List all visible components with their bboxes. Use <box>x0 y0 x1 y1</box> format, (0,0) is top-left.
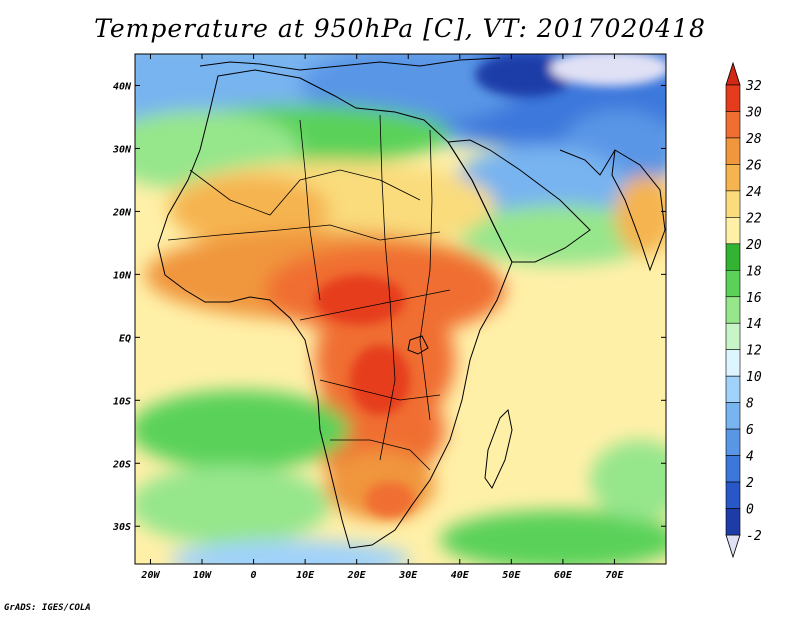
colorbar-box-16 <box>725 508 741 536</box>
field-south-central-hot <box>305 380 445 480</box>
colorbar-under-triangle <box>725 534 741 559</box>
colorbar-label-11: 20 <box>746 238 762 253</box>
colorbar-box-10 <box>725 349 741 377</box>
colorbar-box-3 <box>725 164 741 192</box>
field-south-hot-core <box>365 482 415 518</box>
lon-label-7: 50E <box>502 570 521 581</box>
lon-label-2: 0 <box>251 570 257 581</box>
lat-label-0: 40N <box>113 81 132 92</box>
field-india-warm <box>615 175 666 255</box>
lon-label-1: 10W <box>193 570 212 581</box>
lon-label-8: 60E <box>554 570 573 581</box>
colorbar-box-12 <box>725 402 741 430</box>
colorbar-box-0 <box>725 84 741 112</box>
africa-coastline <box>157 69 513 549</box>
field-southern-ocean-blue <box>170 540 410 564</box>
credit-text: GrADS: IGES/COLA <box>4 603 91 613</box>
colorbar-label-1: 0 <box>746 503 754 518</box>
colorbar-box-14 <box>725 455 741 483</box>
field-indian-east-green <box>590 440 666 520</box>
colorbar-box-4 <box>725 190 741 218</box>
border-equatorial <box>299 289 451 321</box>
lon-label-0: 20W <box>140 570 160 581</box>
field-core-cold <box>475 54 575 97</box>
colorbar-label-4: 6 <box>746 423 754 438</box>
colorbar-box-11 <box>725 375 741 403</box>
lat-label-3: 10N <box>113 270 132 281</box>
colorbar-box-7 <box>725 269 741 298</box>
border-sahara-west <box>189 169 421 216</box>
lat-label-4: EQ <box>119 333 131 344</box>
colorbar-box-6 <box>725 243 741 271</box>
lat-label-5: 10S <box>113 396 131 407</box>
plot-frame <box>134 53 667 565</box>
colorbar-box-2 <box>725 137 741 165</box>
field-arabian-sea-green <box>460 205 660 265</box>
coastlines <box>157 57 666 549</box>
madagascar-coastline <box>484 408 513 489</box>
border-north-south-1 <box>299 119 321 301</box>
colorbar-label-17: 32 <box>745 79 762 94</box>
lake-victoria <box>407 335 429 355</box>
europe-coastline <box>199 57 501 71</box>
lon-label-3: 10E <box>296 570 315 581</box>
colorbar-label-7: 12 <box>746 344 762 359</box>
colorbar-box-1 <box>725 111 741 139</box>
persian-gulf-coast <box>559 149 616 176</box>
colorbar-label-15: 28 <box>746 132 762 147</box>
colorbar-label-0: -2 <box>746 529 762 544</box>
field-south-atlantic-green <box>135 390 350 470</box>
colorbar-label-16: 30 <box>745 105 762 120</box>
lat-label-7: 30S <box>112 522 131 533</box>
colorbar-label-6: 10 <box>746 370 762 385</box>
lat-label-1: 30N <box>112 144 132 155</box>
lon-label-5: 30E <box>398 570 418 581</box>
lon-label-4: 20E <box>347 570 367 581</box>
field-undershoot-cold <box>550 54 666 86</box>
colorbar-box-13 <box>725 428 741 456</box>
lon-label-9: 70E <box>605 570 624 581</box>
colorbar-label-2: 2 <box>746 476 754 491</box>
border-sahel <box>167 224 441 241</box>
colorbar-box-8 <box>725 296 741 324</box>
field-central-max <box>315 275 405 325</box>
latitude-axis: 40N 30N 20N 10N EQ 10S 20S 30S <box>112 81 666 533</box>
colorbar-label-8: 14 <box>746 317 762 332</box>
colorbar-label-12: 22 <box>746 211 762 226</box>
india-coastline <box>611 149 666 272</box>
colorbar-over-triangle <box>725 61 741 86</box>
map-title: Temperature at 950hPa [C], VT: 201702041… <box>94 14 706 43</box>
lon-label-6: 40E <box>451 570 470 581</box>
border-central-south <box>319 379 441 401</box>
lat-label-2: 20N <box>112 207 132 218</box>
colorbar-label-3: 4 <box>746 450 754 465</box>
border-north-south-3 <box>419 129 433 421</box>
temperature-field <box>135 54 666 564</box>
border-southern <box>330 439 431 471</box>
field-congo-max <box>350 345 410 415</box>
border-north-south-2 <box>379 114 396 461</box>
colorbar-box-5 <box>725 217 741 245</box>
field-west-sahara-warm <box>170 175 330 245</box>
lat-label-6: 20S <box>112 459 131 470</box>
colorbar-label-10: 18 <box>746 264 762 279</box>
colorbar-box-9 <box>725 322 741 351</box>
colorbar-box-15 <box>725 481 741 509</box>
colorbar-label-14: 26 <box>746 158 762 173</box>
country-borders <box>167 114 451 471</box>
longitude-axis: 20W 10W 0 10E 20E 30E 40E 50E 60E 70E <box>140 54 624 581</box>
colorbar-label-5: 8 <box>746 397 754 412</box>
arabia-coastline <box>447 139 591 263</box>
field-south-atlantic-cool <box>135 465 330 545</box>
colorbar-label-13: 24 <box>746 185 762 200</box>
colorbar-label-9: 16 <box>746 291 762 306</box>
field-indian-south-green <box>440 510 666 564</box>
